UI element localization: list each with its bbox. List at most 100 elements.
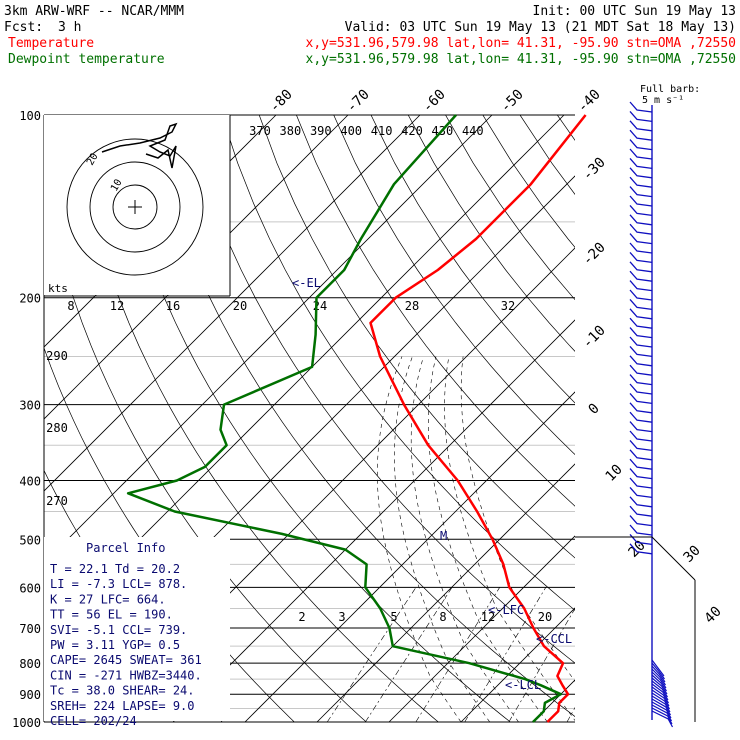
wind-barb-lower (651, 677, 668, 695)
dry-adiabat (296, 115, 575, 507)
hodograph-ring-inner (112, 184, 158, 230)
dry-adiabat (669, 115, 740, 722)
wind-barb (629, 270, 653, 282)
mixing-ratio-label: 3 (338, 610, 345, 624)
wind-barb (629, 167, 653, 179)
theta-label: 380 (280, 124, 302, 138)
wind-barb-lower (651, 710, 674, 728)
isotherm-label: -40 (575, 87, 604, 116)
wind-barb (629, 496, 653, 508)
wind-barb (629, 157, 653, 170)
wind-barb-lower (651, 701, 672, 719)
moist-adiabat (410, 356, 519, 722)
annotation-lcl: <-LCL (505, 678, 541, 692)
dry-adiabat-label: 270 (46, 494, 68, 508)
wind-barb-lower (651, 662, 665, 680)
moist-adiabat (394, 356, 491, 722)
mixing-ratio-line (566, 707, 575, 722)
parcel-info-box: Parcel Info T = 22.1 Td = 20.2LI = -7.3 … (44, 537, 230, 728)
wind-barb (629, 261, 653, 273)
wind-barb (629, 477, 653, 489)
isotherm (44, 115, 493, 564)
pressure-label: 800 (19, 657, 41, 671)
parcel-info-row: CELL= 202/24 (50, 714, 137, 728)
wind-barb-lower (651, 692, 671, 710)
dry-adiabat-label: 280 (46, 421, 68, 435)
moist-adiabat (376, 356, 462, 722)
fcst-value: 3 h (58, 20, 81, 35)
isotherm (172, 319, 575, 722)
mixing-ratio-label: 5 (390, 610, 397, 624)
hodograph-ring-middle (89, 161, 181, 253)
sounding-traces: <-EL <-LFC <-CCL <-LCL M (126, 114, 587, 723)
pressure-label: 200 (19, 292, 41, 306)
mixing-ratio-label: 20 (538, 610, 552, 624)
hodograph-ring-outer (66, 138, 204, 276)
dry-adiabat (184, 115, 575, 664)
hodograph-ring-label: 12 (110, 299, 124, 313)
theta-label: 390 (310, 124, 332, 138)
wind-barb (629, 214, 653, 226)
wind-barb (629, 233, 653, 245)
theta-label: 410 (371, 124, 393, 138)
wind-barb-lower (651, 674, 667, 692)
parcel-info-row: CIN = -271 HWBZ=3440. (50, 668, 202, 682)
annotation-lfc: <-LFC (488, 603, 524, 617)
dry-adiabat (258, 115, 575, 559)
wind-barb (629, 383, 653, 395)
mixing-ratio-line (326, 587, 417, 722)
pressure-label: 300 (19, 399, 41, 413)
wind-barb (629, 336, 653, 348)
wind-barb (629, 430, 653, 442)
pressure-label: 100 (19, 109, 41, 123)
wind-barb (629, 364, 653, 376)
hodograph-ring-label: 20 (233, 299, 247, 313)
wind-barb (629, 280, 653, 292)
wind-barb (629, 543, 653, 555)
annotation-el: <-EL (292, 276, 321, 290)
hodograph-ring-label: 32 (501, 299, 515, 313)
wind-barb (629, 308, 653, 320)
isotherm (244, 391, 575, 722)
wind-barb (629, 298, 653, 311)
wind-barb-lower (651, 707, 673, 725)
annotation-m: M (440, 529, 447, 543)
temperature-location: x,y=531.96,579.98 lat,lon= 41.31, -95.90… (306, 36, 736, 51)
mixing-ratio-line (464, 587, 547, 722)
parcel-info-row: TT = 56 EL = 190. (50, 608, 173, 622)
wind-barb (629, 392, 653, 405)
isotherm-label: 40 (702, 604, 725, 627)
dry-adiabat-label: 290 (46, 349, 68, 363)
parcel-info-title: Parcel Info (86, 541, 165, 555)
wind-barb-lower (651, 683, 669, 701)
pressure-label: 400 (19, 474, 41, 488)
wind-barb (629, 251, 653, 264)
dewpoint-trace (126, 114, 563, 723)
wind-barb-lower (651, 680, 669, 698)
pressure-label: 1000 (12, 716, 41, 730)
wind-barb-lower (651, 668, 666, 686)
wind-legend-title: Full barb: (640, 84, 700, 95)
wind-barb (629, 421, 653, 433)
isotherm (532, 679, 575, 722)
wind-barb (629, 289, 653, 301)
wind-barb (629, 411, 653, 423)
pressure-label: 700 (19, 622, 41, 636)
wind-barb (629, 110, 653, 123)
dry-adiabat (333, 115, 575, 455)
annotation-ccl: <-CCL (536, 632, 572, 646)
isotherm-label: 0 (586, 401, 603, 418)
hodograph-box (44, 115, 230, 295)
wind-barb-lower (651, 659, 665, 677)
dry-adiabat (109, 115, 511, 722)
fcst-label: Fcst: (4, 20, 43, 35)
isotherm-label: -60 (420, 87, 449, 116)
wind-barb (629, 186, 653, 198)
wind-barb (629, 402, 653, 414)
wind-barb (629, 120, 653, 132)
isotherm-label: -30 (580, 155, 609, 184)
dry-adiabat (72, 115, 439, 722)
kts-label: kts (48, 282, 68, 295)
